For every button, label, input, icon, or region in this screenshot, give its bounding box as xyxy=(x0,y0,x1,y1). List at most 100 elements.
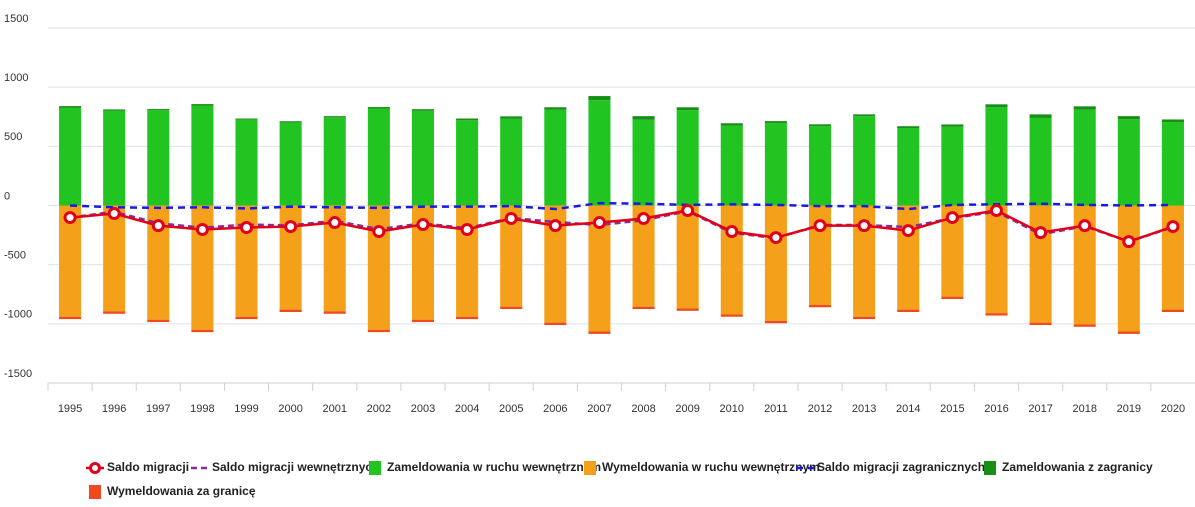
legend-swatch xyxy=(89,485,101,499)
legend-label: Zameldowania w ruchu wewnętrznym xyxy=(387,460,601,474)
line-marker xyxy=(107,207,121,221)
bar xyxy=(1117,205,1140,332)
bar xyxy=(1161,119,1184,123)
bar xyxy=(853,116,876,206)
bar xyxy=(456,120,479,206)
x-tick-label: 2007 xyxy=(587,403,611,415)
legend-label: Wymeldowania za granicę xyxy=(107,484,256,498)
bar xyxy=(588,205,611,332)
line xyxy=(70,201,1173,211)
legend-label: Saldo migracji zagranicznych xyxy=(817,460,985,474)
bar xyxy=(323,205,346,312)
bar xyxy=(676,110,699,206)
bar xyxy=(456,205,479,317)
bar xyxy=(1073,205,1096,325)
bar xyxy=(808,304,832,308)
line-marker xyxy=(416,218,430,232)
line-marker xyxy=(328,216,342,230)
legend: Saldo migracji Saldo migracji wewnętrznyc… xyxy=(86,460,1153,499)
bar xyxy=(147,205,170,320)
legend-item: Wymeldowania za granicę xyxy=(89,484,256,499)
bar xyxy=(1117,116,1140,120)
bar xyxy=(59,106,82,108)
x-tick-label: 2019 xyxy=(1117,403,1141,415)
x-tick-label: 2015 xyxy=(940,403,964,415)
legend-marker xyxy=(89,462,101,474)
bar xyxy=(588,96,611,101)
x-tick-label: 1995 xyxy=(58,403,82,415)
bar xyxy=(1029,114,1052,118)
x-tick-label: 2003 xyxy=(411,403,435,415)
x-tick-label: 1997 xyxy=(146,403,170,415)
x-tick-label: 2006 xyxy=(543,403,567,415)
legend-item: Saldo migracji xyxy=(86,460,189,474)
x-tick-label: 2016 xyxy=(984,403,1008,415)
line-marker xyxy=(284,220,298,234)
y-tick-label: 1500 xyxy=(4,13,28,25)
bar xyxy=(103,110,126,206)
line-marker xyxy=(195,223,209,237)
x-tick-label: 2002 xyxy=(367,403,391,415)
bar xyxy=(367,205,390,330)
bar xyxy=(279,122,302,206)
line-marker xyxy=(460,223,474,237)
bar xyxy=(456,316,479,320)
legend-label: Saldo migracji xyxy=(107,460,189,474)
bar xyxy=(676,107,699,111)
line-marker xyxy=(1122,235,1136,249)
bar xyxy=(500,118,523,206)
bar xyxy=(1161,309,1184,312)
bar xyxy=(235,205,258,317)
bar xyxy=(323,116,346,118)
bar xyxy=(1117,119,1140,206)
bar xyxy=(1161,205,1184,310)
bar xyxy=(235,316,258,320)
bar xyxy=(808,124,832,127)
legend-label: Zameldowania z zagranicy xyxy=(1002,460,1153,474)
bar xyxy=(853,114,876,117)
line-marker xyxy=(592,216,606,230)
bar xyxy=(1029,322,1052,326)
bar xyxy=(235,119,258,206)
bar xyxy=(544,109,567,206)
bar xyxy=(764,123,787,206)
x-tick-label: 2004 xyxy=(455,403,479,415)
legend-item: Wymeldowania w ruchu wewnętrznym xyxy=(584,460,820,475)
bar xyxy=(632,116,655,120)
bar xyxy=(411,110,435,206)
x-tick-label: 2000 xyxy=(278,403,302,415)
bar xyxy=(235,118,258,120)
bar xyxy=(191,205,214,330)
bar xyxy=(500,205,523,307)
line-marker xyxy=(1166,220,1180,234)
line xyxy=(69,209,1174,243)
legend-label: Saldo migracji wewnętrznych xyxy=(212,460,379,474)
bar xyxy=(367,107,390,109)
y-tick-label: -1000 xyxy=(4,309,32,321)
bar xyxy=(632,205,655,307)
line-marker xyxy=(637,212,651,226)
bar xyxy=(897,126,920,128)
bar xyxy=(764,205,787,321)
bar xyxy=(411,109,435,111)
legend-swatch xyxy=(984,461,996,475)
bar xyxy=(764,121,787,124)
bar xyxy=(544,107,567,110)
bar xyxy=(456,118,479,121)
bar xyxy=(941,124,964,127)
x-tick-label: 2017 xyxy=(1028,403,1052,415)
bar xyxy=(279,121,302,123)
bar xyxy=(191,105,214,206)
bar xyxy=(191,329,214,333)
bar xyxy=(191,104,214,106)
bar xyxy=(103,205,126,312)
bar xyxy=(103,109,126,111)
bar xyxy=(941,205,964,297)
y-tick-label: 500 xyxy=(4,131,22,143)
line-marker xyxy=(813,219,827,233)
legend-swatch xyxy=(369,461,381,475)
bar xyxy=(676,308,699,311)
bar xyxy=(367,329,390,333)
x-tick-label: 1996 xyxy=(102,403,126,415)
